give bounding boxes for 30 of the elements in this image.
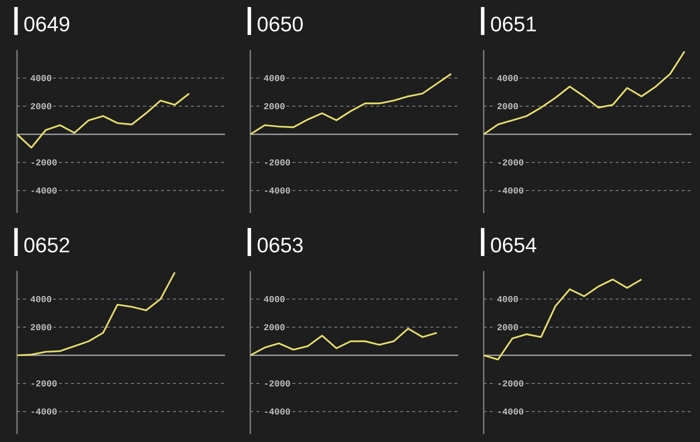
y-tick-label: 4000 [264, 75, 285, 82]
y-tick-label: -2000 [498, 380, 524, 386]
y-tick-label: 2000 [497, 103, 518, 110]
y-tick-label: -2000 [264, 380, 290, 386]
y-tick-label: -4000 [32, 408, 57, 415]
y-tick-label: -2000 [32, 159, 57, 166]
chart-title: 0649 [24, 16, 70, 32]
y-tick-label: 4000 [30, 296, 52, 302]
y-tick-label: 2000 [30, 324, 52, 330]
y-tick-label: 4000 [497, 75, 518, 82]
y-tick-label: 2000 [264, 324, 285, 330]
y-tick-label: 2000 [30, 103, 52, 110]
y-tick-label: -4000 [498, 408, 524, 415]
y-tick-label: -2000 [264, 159, 290, 166]
y-tick-label: -4000 [264, 187, 290, 194]
y-tick-label: -4000 [32, 187, 57, 194]
y-tick-label: -4000 [498, 187, 524, 194]
y-tick-label: 2000 [264, 103, 285, 110]
y-tick-label: 4000 [497, 296, 518, 302]
chart-title: 0650 [258, 16, 303, 32]
chart-title: 0651 [491, 16, 536, 32]
y-tick-label: 4000 [30, 75, 52, 82]
y-tick-label: -4000 [264, 408, 290, 415]
y-tick-label: -2000 [498, 159, 524, 166]
y-tick-label: -2000 [32, 380, 57, 386]
y-tick-label: 2000 [497, 324, 518, 330]
chart-title: 0652 [24, 238, 70, 252]
chart-title: 0654 [491, 238, 536, 252]
chart-title: 0653 [258, 238, 303, 252]
y-tick-label: 4000 [264, 296, 285, 302]
